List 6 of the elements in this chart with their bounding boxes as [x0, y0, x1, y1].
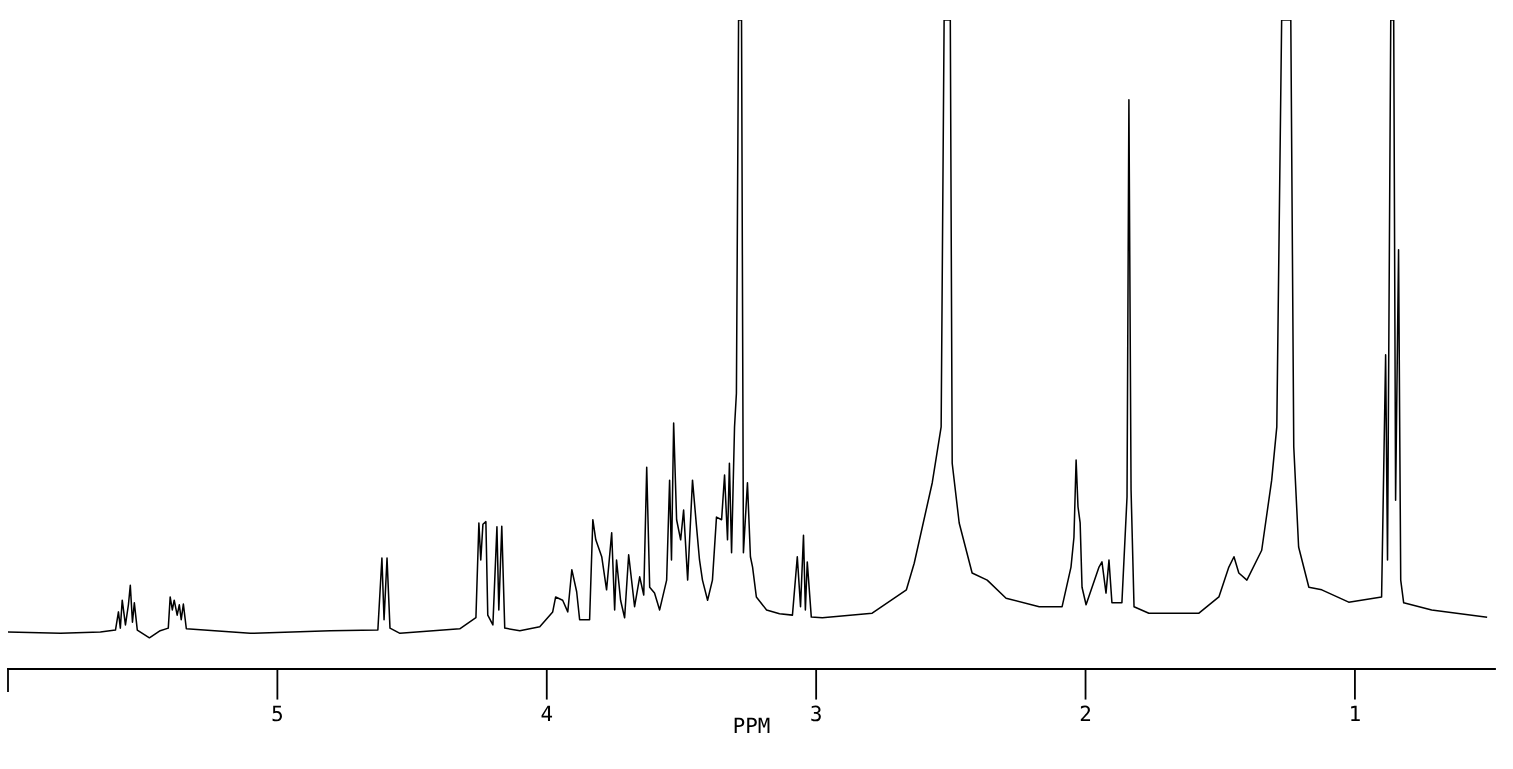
x-tick-label: 4 — [541, 705, 553, 722]
x-axis-title: PPM — [734, 717, 770, 733]
x-tick-label: 5 — [272, 705, 282, 722]
x-tick-label: 1 — [1351, 705, 1360, 722]
x-tick-label: 2 — [1080, 705, 1091, 722]
x-tick-label: 3 — [811, 705, 821, 722]
